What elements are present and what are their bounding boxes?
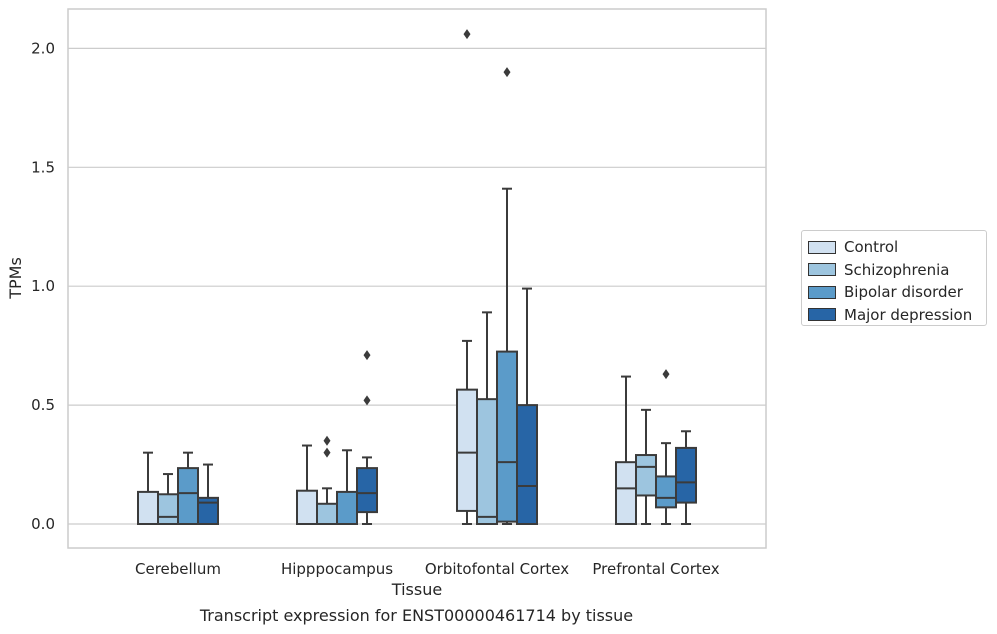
box-body xyxy=(476,398,498,525)
x-tick-label: Prefrontal Cortex xyxy=(592,560,719,578)
legend-swatch xyxy=(808,263,836,277)
legend: Control Schizophrenia Bipolar disorder M… xyxy=(801,230,987,326)
box-major-depression xyxy=(356,350,378,525)
x-tick-labels: Cerebellum Hipppocampus Orbitofontal Corte… xyxy=(135,560,720,578)
plot-area xyxy=(67,8,767,549)
legend-label: Control xyxy=(844,238,899,257)
box-body xyxy=(655,475,677,509)
chart-caption: Transcript expression for ENST0000046171… xyxy=(199,606,634,625)
boxes xyxy=(137,29,697,526)
legend-label: Major depression xyxy=(844,305,973,324)
outlier-point xyxy=(662,369,670,380)
x-tick-label: Orbitofontal Cortex xyxy=(425,560,569,578)
box-schizophrenia xyxy=(635,408,657,525)
box-body xyxy=(197,496,219,526)
legend-swatch xyxy=(808,240,836,254)
legend-item-control: Control xyxy=(808,236,986,259)
box-body xyxy=(635,454,657,497)
box-major-depression xyxy=(516,287,538,526)
outlier-point xyxy=(323,435,331,446)
y-axis-label: TPMs xyxy=(6,257,25,300)
outlier-point xyxy=(363,350,371,361)
box-schizophrenia xyxy=(476,311,498,525)
outlier-point xyxy=(323,447,331,458)
box-body xyxy=(516,404,538,526)
legend-item-major-depression: Major depression xyxy=(808,304,986,327)
legend-swatch xyxy=(808,308,836,322)
y-tick-label: 1.0 xyxy=(31,277,55,295)
y-tick-label: 2.0 xyxy=(31,39,55,57)
box-bipolar-disorder xyxy=(655,369,677,525)
box-body xyxy=(157,493,179,525)
box-body xyxy=(356,467,378,514)
box-major-depression xyxy=(197,463,219,526)
legend-item-schizophrenia: Schizophrenia xyxy=(808,259,986,282)
box-body xyxy=(456,388,478,512)
x-axis-label: Tissue xyxy=(391,580,442,599)
y-tick-label: 0.0 xyxy=(31,515,55,533)
legend-item-bipolar-disorder: Bipolar disorder xyxy=(808,281,986,304)
legend-label: Bipolar disorder xyxy=(844,283,963,302)
outlier-point xyxy=(463,29,471,40)
y-tick-labels: 0.0 0.5 1.0 1.5 2.0 xyxy=(31,39,55,533)
box-body xyxy=(615,461,637,525)
box-body xyxy=(675,446,697,504)
box-body xyxy=(336,490,358,526)
box-control xyxy=(296,444,318,526)
legend-swatch xyxy=(808,285,836,299)
y-tick-label: 1.5 xyxy=(31,158,55,176)
box-body xyxy=(496,350,518,523)
box-body xyxy=(296,489,318,526)
x-tick-label: Hipppocampus xyxy=(281,560,393,578)
y-tick-label: 0.5 xyxy=(31,396,55,414)
box-body xyxy=(137,490,159,526)
box-bipolar-disorder xyxy=(496,67,518,525)
box-bipolar-disorder xyxy=(177,451,199,526)
legend-label: Schizophrenia xyxy=(844,260,950,279)
box-body xyxy=(177,467,199,526)
x-tick-label: Cerebellum xyxy=(135,560,221,578)
outlier-point xyxy=(363,395,371,406)
box-major-depression xyxy=(675,430,697,525)
outlier-point xyxy=(503,67,511,78)
box-body xyxy=(316,502,338,525)
